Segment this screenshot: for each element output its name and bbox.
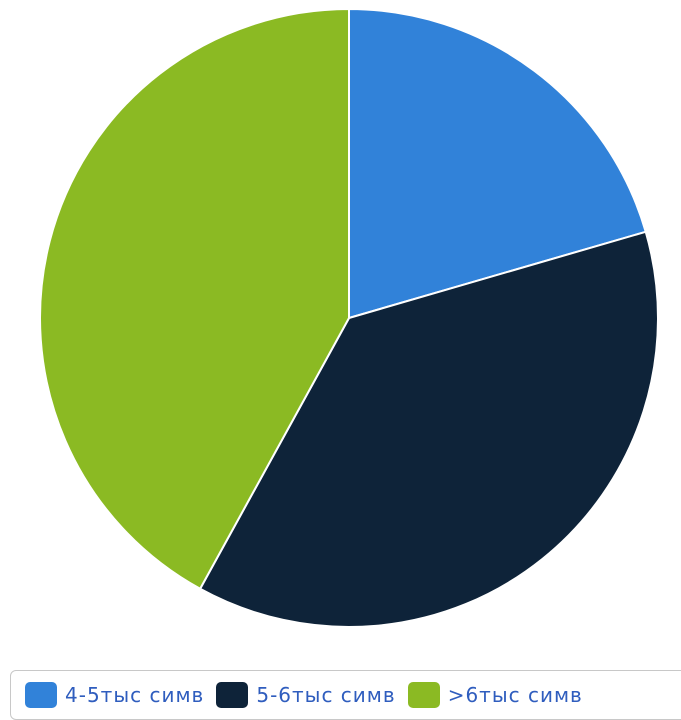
- pie-slice-6k-plus[interactable]: [39, 8, 350, 590]
- legend-swatch-5-6k: [216, 682, 249, 708]
- legend-label-6k-plus: >6тыс симв: [447, 683, 583, 707]
- pie-slice-5-6k[interactable]: [199, 230, 660, 628]
- legend: 4-5тыс симв 5-6тыс симв >6тыс симв: [10, 670, 681, 720]
- legend-label-4-5k: 4-5тыс симв: [65, 683, 205, 707]
- pie-slice-4-5k[interactable]: [348, 8, 647, 319]
- legend-label-5-6k: 5-6тыс симв: [256, 683, 396, 707]
- legend-item-4-5k[interactable]: 4-5тыс симв: [25, 682, 204, 708]
- legend-swatch-4-5k: [25, 682, 57, 708]
- pie-slices: [39, 8, 660, 628]
- legend-item-5-6k[interactable]: 5-6тыс симв: [216, 682, 395, 708]
- legend-swatch-6k-plus: [407, 682, 440, 708]
- legend-item-6k-plus[interactable]: >6тыс симв: [407, 682, 583, 708]
